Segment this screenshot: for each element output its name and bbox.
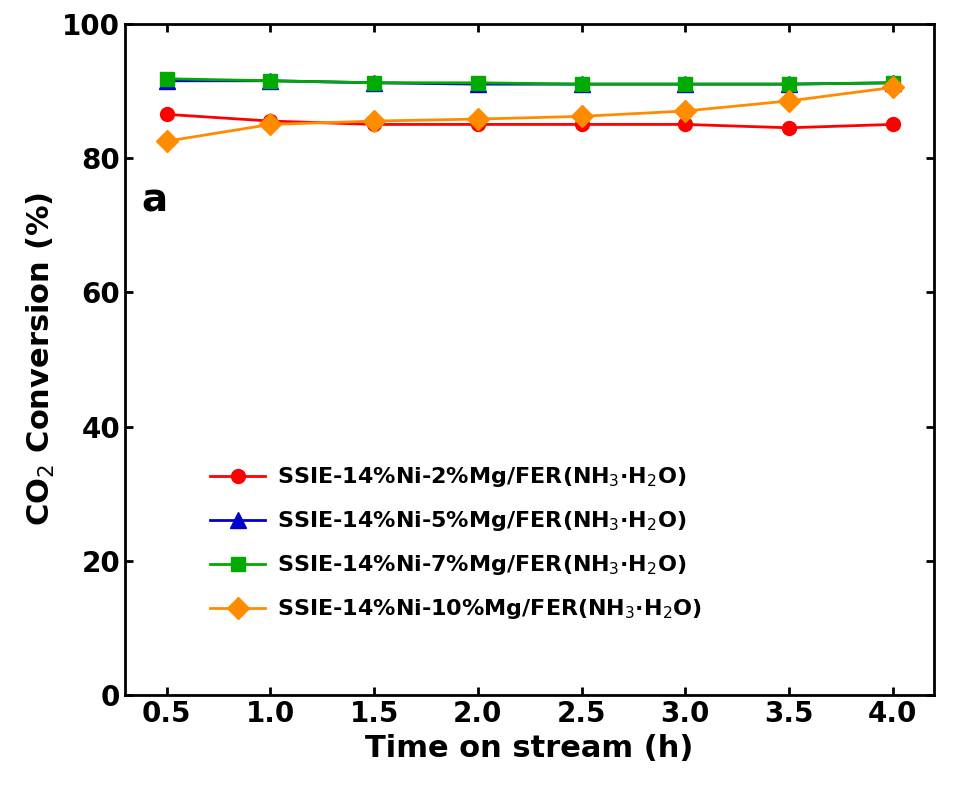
- SSIE-14%Ni-10%Mg/FER(NH$_3$·H$_2$O): [680, 106, 691, 115]
- SSIE-14%Ni-2%Mg/FER(NH$_3$·H$_2$O): [368, 120, 379, 130]
- SSIE-14%Ni-5%Mg/FER(NH$_3$·H$_2$O): [680, 80, 691, 89]
- SSIE-14%Ni-2%Mg/FER(NH$_3$·H$_2$O): [265, 116, 276, 126]
- Y-axis label: CO$_2$ Conversion (%): CO$_2$ Conversion (%): [25, 193, 57, 526]
- SSIE-14%Ni-7%Mg/FER(NH$_3$·H$_2$O): [265, 76, 276, 85]
- SSIE-14%Ni-2%Mg/FER(NH$_3$·H$_2$O): [576, 120, 587, 130]
- SSIE-14%Ni-7%Mg/FER(NH$_3$·H$_2$O): [576, 80, 587, 89]
- SSIE-14%Ni-10%Mg/FER(NH$_3$·H$_2$O): [161, 137, 172, 146]
- SSIE-14%Ni-5%Mg/FER(NH$_3$·H$_2$O): [887, 78, 898, 88]
- SSIE-14%Ni-5%Mg/FER(NH$_3$·H$_2$O): [265, 76, 276, 85]
- SSIE-14%Ni-10%Mg/FER(NH$_3$·H$_2$O): [472, 115, 483, 124]
- SSIE-14%Ni-7%Mg/FER(NH$_3$·H$_2$O): [887, 78, 898, 88]
- SSIE-14%Ni-2%Mg/FER(NH$_3$·H$_2$O): [783, 123, 794, 133]
- SSIE-14%Ni-2%Mg/FER(NH$_3$·H$_2$O): [472, 120, 483, 130]
- SSIE-14%Ni-7%Mg/FER(NH$_3$·H$_2$O): [472, 78, 483, 88]
- SSIE-14%Ni-7%Mg/FER(NH$_3$·H$_2$O): [161, 74, 172, 84]
- SSIE-14%Ni-7%Mg/FER(NH$_3$·H$_2$O): [680, 80, 691, 89]
- SSIE-14%Ni-10%Mg/FER(NH$_3$·H$_2$O): [783, 96, 794, 106]
- SSIE-14%Ni-10%Mg/FER(NH$_3$·H$_2$O): [887, 83, 898, 92]
- SSIE-14%Ni-10%Mg/FER(NH$_3$·H$_2$O): [576, 111, 587, 121]
- X-axis label: Time on stream (h): Time on stream (h): [366, 734, 693, 762]
- SSIE-14%Ni-5%Mg/FER(NH$_3$·H$_2$O): [576, 80, 587, 89]
- Line: SSIE-14%Ni-5%Mg/FER(NH$_3$·H$_2$O): SSIE-14%Ni-5%Mg/FER(NH$_3$·H$_2$O): [159, 73, 900, 92]
- SSIE-14%Ni-5%Mg/FER(NH$_3$·H$_2$O): [783, 80, 794, 89]
- Line: SSIE-14%Ni-7%Mg/FER(NH$_3$·H$_2$O): SSIE-14%Ni-7%Mg/FER(NH$_3$·H$_2$O): [160, 72, 899, 91]
- SSIE-14%Ni-10%Mg/FER(NH$_3$·H$_2$O): [265, 120, 276, 130]
- Legend: SSIE-14%Ni-2%Mg/FER(NH$_3$·H$_2$O), SSIE-14%Ni-5%Mg/FER(NH$_3$·H$_2$O), SSIE-14%: SSIE-14%Ni-2%Mg/FER(NH$_3$·H$_2$O), SSIE…: [201, 457, 711, 630]
- SSIE-14%Ni-2%Mg/FER(NH$_3$·H$_2$O): [887, 120, 898, 130]
- Text: a: a: [142, 182, 168, 220]
- Line: SSIE-14%Ni-2%Mg/FER(NH$_3$·H$_2$O): SSIE-14%Ni-2%Mg/FER(NH$_3$·H$_2$O): [160, 107, 899, 135]
- SSIE-14%Ni-10%Mg/FER(NH$_3$·H$_2$O): [368, 116, 379, 126]
- SSIE-14%Ni-7%Mg/FER(NH$_3$·H$_2$O): [783, 80, 794, 89]
- SSIE-14%Ni-2%Mg/FER(NH$_3$·H$_2$O): [680, 120, 691, 130]
- SSIE-14%Ni-2%Mg/FER(NH$_3$·H$_2$O): [161, 110, 172, 119]
- SSIE-14%Ni-7%Mg/FER(NH$_3$·H$_2$O): [368, 78, 379, 88]
- Line: SSIE-14%Ni-10%Mg/FER(NH$_3$·H$_2$O): SSIE-14%Ni-10%Mg/FER(NH$_3$·H$_2$O): [159, 80, 900, 149]
- SSIE-14%Ni-5%Mg/FER(NH$_3$·H$_2$O): [472, 80, 483, 89]
- SSIE-14%Ni-5%Mg/FER(NH$_3$·H$_2$O): [161, 76, 172, 85]
- SSIE-14%Ni-5%Mg/FER(NH$_3$·H$_2$O): [368, 78, 379, 88]
